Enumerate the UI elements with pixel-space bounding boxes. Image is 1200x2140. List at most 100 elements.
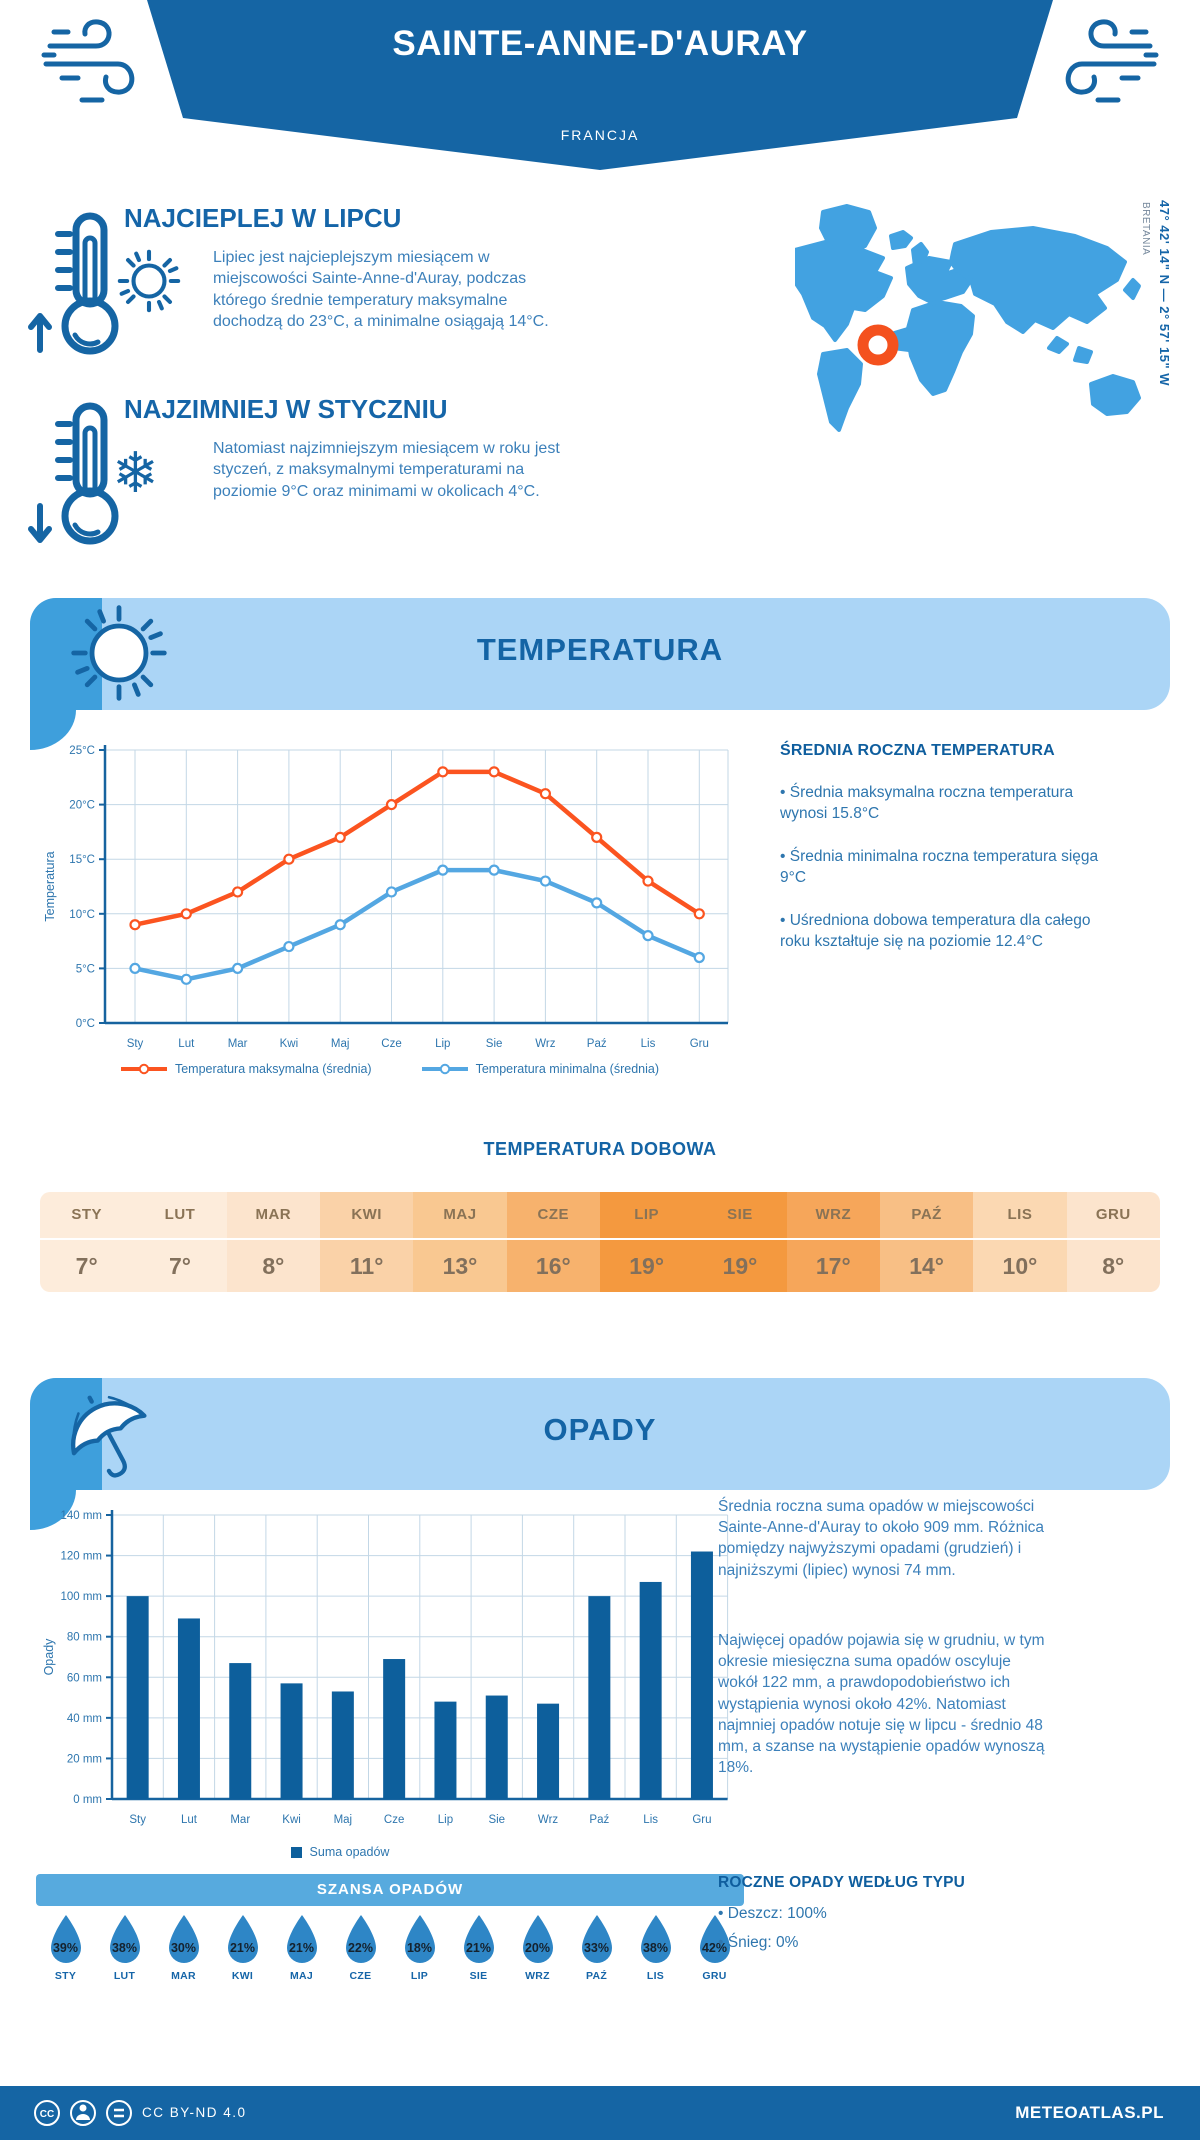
precip-chance-value: 38% bbox=[111, 1941, 138, 1955]
precip-chance-item: 39% STY bbox=[36, 1914, 95, 1982]
svg-text:140 mm: 140 mm bbox=[60, 1510, 102, 1522]
precip-chance-value: 33% bbox=[583, 1941, 610, 1955]
precip-type-bullets: • Deszcz: 100% • Śnieg: 0% bbox=[718, 1904, 1058, 1962]
svg-text:CC: CC bbox=[40, 2109, 54, 2120]
precip-chance-value: 20% bbox=[524, 1941, 551, 1955]
precip-chance-month: GRU bbox=[702, 1970, 727, 1982]
daily-temp-value: 13° bbox=[442, 1253, 478, 1279]
wind-icon bbox=[41, 19, 135, 103]
precip-chance-value: 42% bbox=[701, 1941, 728, 1955]
warmest-heading: NAJCIEPLEJ W LIPCU bbox=[124, 203, 402, 233]
precip-chance-item: 21% SIE bbox=[449, 1914, 508, 1982]
daily-temp-table: STY 7° LUT 7° MAR 8° KWI 11° MAJ 13° CZE 16° LIP 19° S… bbox=[40, 1192, 1160, 1292]
brand-label: METEOATLAS.PL bbox=[1015, 2103, 1164, 2122]
precip-chance-heading: SZANSA OPADÓW bbox=[36, 1874, 744, 1906]
precip-chance-month: MAJ bbox=[289, 1970, 314, 1982]
svg-text:Lis: Lis bbox=[641, 1038, 656, 1050]
precip-chance-value: 38% bbox=[642, 1941, 669, 1955]
thermometer-down-icon bbox=[28, 402, 119, 545]
raindrop-shape bbox=[581, 1915, 612, 1963]
daily-temp-month: LIP bbox=[599, 1192, 694, 1240]
svg-text:Kwi: Kwi bbox=[282, 1814, 301, 1826]
precipitation-text-2: Najwięcej opadów pojawia się w grudniu, … bbox=[718, 1632, 1045, 1777]
coordinates-label: 47° 42' 14" N — 2° 57' 15" W bbox=[1157, 200, 1172, 386]
warmest-text: Lipiec jest najcieplejszym miesiącem w m… bbox=[213, 249, 549, 330]
svg-text:Lip: Lip bbox=[438, 1814, 453, 1826]
legend-line-marker bbox=[421, 1063, 468, 1075]
daily-temp-month: WRZ bbox=[786, 1192, 880, 1240]
svg-text:25°C: 25°C bbox=[69, 745, 95, 757]
precip-chance-value: 21% bbox=[465, 1941, 492, 1955]
footer: CC CC BY-ND 4.0 METEOATLAS.PL bbox=[0, 2086, 1200, 2140]
precip-chance-item: 38% LUT bbox=[95, 1914, 154, 1982]
raindrop-shape bbox=[227, 1915, 258, 1963]
daily-temp-column: WRZ 17° bbox=[786, 1192, 880, 1292]
daily-temp-value: 11° bbox=[349, 1253, 384, 1279]
daily-temp-column: STY 7° bbox=[40, 1192, 134, 1292]
license-label: CC BY-ND 4.0 bbox=[142, 2105, 247, 2120]
daily-temp-column: MAR 8° bbox=[226, 1192, 320, 1292]
svg-text:20°C: 20°C bbox=[69, 800, 95, 812]
region-label: BRETANIA bbox=[1140, 202, 1151, 256]
precip-type-bullet: • Deszcz: 100% bbox=[718, 1905, 827, 1922]
svg-text:Gru: Gru bbox=[690, 1038, 709, 1050]
legend-item: Temperatura maksymalna (średnia) bbox=[120, 1062, 372, 1076]
daily-temp-value: 10° bbox=[1002, 1253, 1038, 1279]
daily-temp-column: CZE 16° bbox=[506, 1192, 600, 1292]
snowflake-icon: ❄ bbox=[112, 441, 159, 506]
cc-license-icons: CC bbox=[34, 2100, 132, 2126]
svg-text:60 mm: 60 mm bbox=[67, 1672, 102, 1684]
svg-text:Paź: Paź bbox=[589, 1814, 609, 1826]
precipitation-bar-chart: 0 mm 20 mm 40 mm 60 mm 80 mm 100 mm 120 mm 140 … bbox=[42, 1510, 729, 1826]
precip-chance-month: LUT bbox=[113, 1970, 136, 1982]
daily-temp-value: 14° bbox=[909, 1253, 944, 1279]
daily-temp-value: 8° bbox=[262, 1253, 285, 1279]
daily-temp-month: LIS bbox=[973, 1192, 1067, 1240]
svg-text:40 mm: 40 mm bbox=[67, 1713, 102, 1725]
svg-text:Opady: Opady bbox=[42, 1638, 56, 1676]
coldest-text: Natomiast najzimniejszym miesiącem w rok… bbox=[213, 440, 560, 500]
svg-text:0 mm: 0 mm bbox=[73, 1794, 102, 1806]
daily-temp-column: PAŹ 14° bbox=[879, 1192, 974, 1292]
raindrop-shape bbox=[463, 1915, 494, 1963]
daily-temp-value: 8° bbox=[1102, 1253, 1125, 1279]
raindrop-icon: 42% bbox=[695, 1914, 735, 1966]
precip-chance-value: 18% bbox=[406, 1941, 433, 1955]
daily-temp-column: GRU 8° bbox=[1066, 1192, 1160, 1292]
legend-label: Temperatura maksymalna (średnia) bbox=[174, 1062, 372, 1076]
legend-line-marker bbox=[120, 1063, 167, 1075]
precip-chance-value: 39% bbox=[52, 1941, 79, 1955]
precip-chance-value: 21% bbox=[288, 1941, 315, 1955]
daily-temp-value: 17° bbox=[815, 1253, 851, 1279]
daily-temp-month: LUT bbox=[133, 1192, 227, 1240]
annual-temp-heading: ŚREDNIA ROCZNA TEMPERATURA bbox=[780, 742, 1055, 759]
svg-text:80 mm: 80 mm bbox=[67, 1632, 102, 1644]
daily-temp-column: KWI 11° bbox=[319, 1192, 414, 1292]
daily-temp-value: 7° bbox=[75, 1253, 98, 1279]
svg-text:Sie: Sie bbox=[486, 1038, 503, 1050]
sun-icon bbox=[117, 249, 181, 313]
precipitation-banner bbox=[30, 1378, 1170, 1490]
precip-chance-month: WRZ bbox=[525, 1970, 550, 1982]
svg-text:Temperatura: Temperatura bbox=[43, 851, 57, 921]
raindrop-icon: 21% bbox=[223, 1914, 263, 1966]
svg-text:20 mm: 20 mm bbox=[67, 1753, 102, 1765]
svg-text:120 mm: 120 mm bbox=[60, 1551, 102, 1563]
raindrop-icon: 38% bbox=[105, 1914, 145, 1966]
raindrop-shape bbox=[286, 1915, 317, 1963]
precip-chance-item: 30% MAR bbox=[154, 1914, 213, 1982]
svg-text:Wrz: Wrz bbox=[535, 1038, 555, 1050]
svg-text:Lip: Lip bbox=[435, 1038, 450, 1050]
precip-chance-value: 21% bbox=[229, 1941, 256, 1955]
svg-text:0°C: 0°C bbox=[76, 1018, 95, 1030]
daily-temp-column: MAJ 13° bbox=[413, 1192, 507, 1292]
svg-text:Sty: Sty bbox=[129, 1814, 146, 1826]
location-marker bbox=[857, 324, 899, 366]
precipitation-text-1: Średnia roczna suma opadów w miejscowośc… bbox=[718, 1498, 1045, 1579]
legend-item: Suma opadów bbox=[290, 1845, 389, 1859]
daily-temp-month: KWI bbox=[319, 1192, 414, 1240]
raindrop-shape bbox=[50, 1915, 81, 1963]
precip-chance-item: 21% MAJ bbox=[272, 1914, 331, 1982]
svg-text:Lut: Lut bbox=[178, 1038, 195, 1050]
